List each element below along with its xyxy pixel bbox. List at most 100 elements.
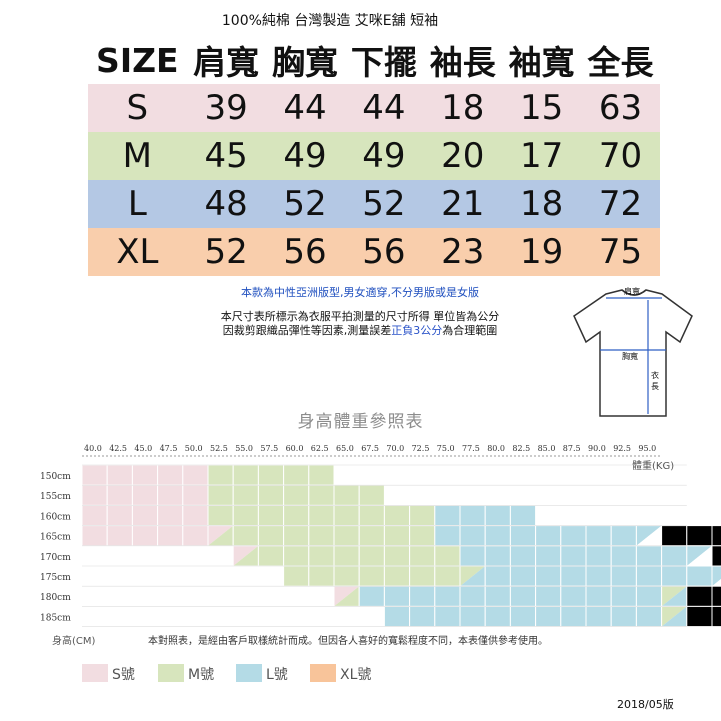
grid-cell-m	[232, 484, 259, 506]
y-tick-label: 160cm	[40, 512, 71, 522]
x-tick-label: 65.0	[336, 444, 354, 453]
x-tick-label: 80.0	[487, 444, 505, 453]
grid-cell-l	[459, 605, 486, 628]
grid-cell-m	[283, 464, 310, 486]
value-cell: 23	[423, 228, 503, 276]
grid-cell-split	[334, 586, 360, 607]
grid-cell-m	[409, 504, 436, 527]
grid-cell-l	[560, 605, 587, 628]
x-tick-label: 67.5	[361, 444, 379, 453]
grid-cell-split	[334, 586, 360, 607]
grid-cell-s	[106, 525, 133, 547]
grid-cell-l	[560, 585, 587, 607]
grid-cell-m	[308, 484, 335, 506]
x-tick-label: 70.0	[386, 444, 404, 453]
grid-cell-s	[106, 484, 133, 506]
grid-cell-x	[686, 525, 713, 547]
y-tick-label: 180cm	[40, 593, 71, 603]
grid-cell-l	[509, 504, 537, 527]
measure-note-line1: 本尺寸表所標示為衣服平拍測量的尺寸所得 單位皆為公分	[220, 310, 500, 323]
x-tick-label: 85.0	[538, 444, 556, 453]
grid-cell-m	[434, 545, 461, 567]
length-label: 衣 長	[651, 370, 659, 391]
grid-cell-l	[686, 565, 713, 587]
grid-cell-m	[383, 545, 411, 567]
grid-cell-l	[535, 585, 562, 607]
grid-cell-s	[81, 525, 108, 547]
grid-cell-m	[383, 504, 411, 527]
x-tick-label: 60.0	[286, 444, 304, 453]
grid-cell-x	[711, 605, 721, 628]
value-cell: 52	[186, 228, 266, 276]
grid-cell-split	[233, 545, 259, 566]
y-tick-label: 185cm	[40, 613, 71, 623]
grid-cell-l	[434, 504, 461, 527]
measure-note-line2: 因裁剪跟織品彈性等因素,測量誤差正負3公分為合理範圍	[100, 324, 620, 338]
x-tick-label: 87.5	[563, 444, 581, 453]
grid-cell-x	[661, 525, 688, 547]
grid-cell-l	[509, 525, 537, 547]
grid-cell-l	[509, 605, 537, 628]
grid-cell-m	[257, 525, 285, 547]
grid-cell-l	[383, 585, 411, 607]
measure-note-text: 因裁剪跟織品彈性等因素,測量誤差	[222, 324, 392, 337]
grid-cell-x	[686, 605, 713, 628]
x-tick-label: 95.0	[638, 444, 656, 453]
value-cell: 20	[423, 132, 503, 180]
grid-cell-m	[409, 565, 436, 587]
legend-swatch	[82, 664, 108, 682]
grid-cell-l	[434, 605, 461, 628]
grid-cell-m	[257, 545, 285, 567]
grid-cell-split	[233, 545, 259, 566]
product-title: 100%純棉 台灣製造 艾咪E舖 短袖	[221, 13, 439, 29]
grid-cell-m	[232, 464, 259, 486]
grid-cell-split	[460, 566, 486, 587]
y-axis-label: 身高(CM)	[52, 636, 96, 647]
tshirt-measurement-diagram: 肩寬 胸寬 衣 長	[573, 286, 693, 417]
grid-cell-l	[459, 504, 486, 527]
grid-cell-split	[460, 566, 486, 587]
y-tick-label: 150cm	[40, 472, 71, 482]
grid-cell-l	[409, 585, 436, 607]
grid-cell-m	[308, 504, 335, 527]
grid-cell-m	[283, 565, 310, 587]
grid-cell-l	[560, 545, 587, 567]
grid-cell-split	[208, 525, 234, 546]
grid-cell-l	[585, 585, 612, 607]
grid-cell-split	[636, 525, 662, 546]
value-cell: 75	[581, 228, 660, 276]
grid-cell-m	[283, 504, 310, 527]
grid-cell-m	[308, 565, 335, 587]
value-cell: 44	[265, 84, 345, 132]
grid-cell-s	[106, 504, 133, 527]
x-tick-label: 90.0	[588, 444, 606, 453]
value-cell: 56	[265, 228, 345, 276]
unisex-note: 本款為中性亞洲版型,男女適穿,不分男版或是女版	[241, 286, 479, 299]
size-cell: M	[88, 132, 187, 180]
x-tick-label: 82.5	[512, 444, 530, 453]
grid-cell-m	[257, 484, 285, 506]
grid-cell-m	[358, 545, 385, 567]
grid-cell-s	[157, 464, 184, 486]
grid-cell-split	[661, 586, 687, 607]
size-cell: S	[88, 84, 187, 132]
legend-swatch	[158, 664, 184, 682]
grid-cell-s	[182, 525, 209, 547]
grid-cell-split	[661, 606, 687, 627]
x-tick-label: 45.0	[134, 444, 152, 453]
grid-cell-split	[661, 606, 687, 627]
size-table-header: SIZE 肩寬 胸寬 下擺 袖長 袖寬 全長	[88, 36, 660, 84]
grid-cell-l	[585, 545, 612, 567]
grid-cell-split	[208, 525, 234, 546]
grid-cell-l	[484, 585, 511, 607]
grid-cell-m	[283, 484, 310, 506]
grid-cell-m	[207, 464, 234, 486]
grid-cell-l	[484, 504, 511, 527]
x-tick-label: 62.5	[311, 444, 329, 453]
grid-cell-l	[560, 565, 587, 587]
svg-text:衣: 衣	[651, 370, 659, 380]
grid-cell-l	[383, 605, 411, 628]
grid-cell-l	[585, 605, 612, 628]
grid-cell-l	[484, 605, 511, 628]
